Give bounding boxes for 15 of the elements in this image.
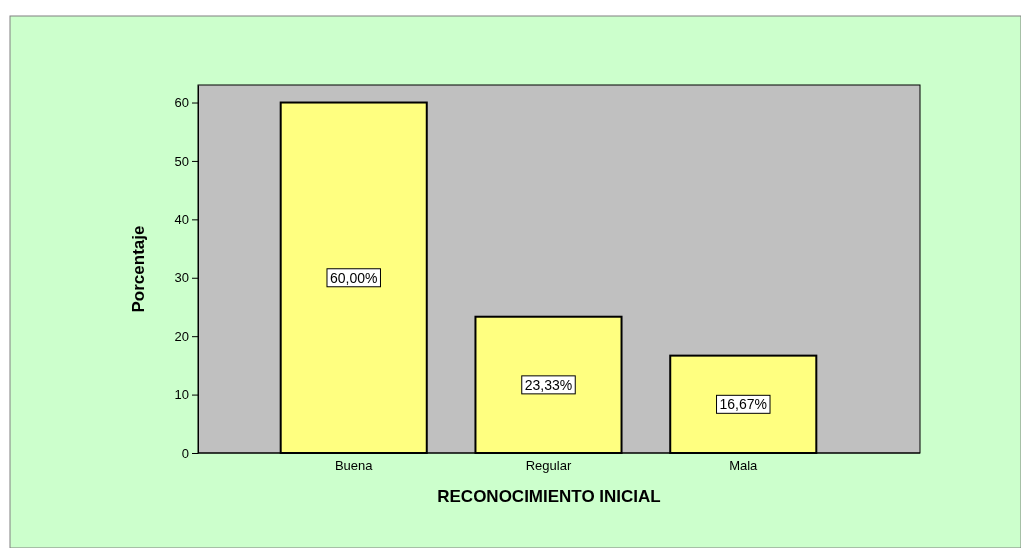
y-tick-label: 40 <box>174 212 189 228</box>
y-tick-label: 0 <box>181 445 189 461</box>
y-tick-label: 10 <box>174 387 189 403</box>
y-tick-label: 30 <box>174 270 189 286</box>
y-axis-title: Porcentaje <box>129 225 148 313</box>
data-label: 23,33% <box>524 376 573 393</box>
data-label: 16,67% <box>719 396 768 413</box>
data-label: 60,00% <box>329 269 378 286</box>
y-tick-label: 50 <box>174 153 189 169</box>
x-tick-label: Mala <box>729 458 759 474</box>
x-axis-title: RECONOCIMIENTO INICIAL <box>437 487 661 506</box>
y-tick-label: 20 <box>174 328 189 344</box>
y-tick-label: 60 <box>174 95 189 111</box>
x-tick-label: Buena <box>334 458 374 474</box>
x-tick-label: Regular <box>525 458 572 474</box>
